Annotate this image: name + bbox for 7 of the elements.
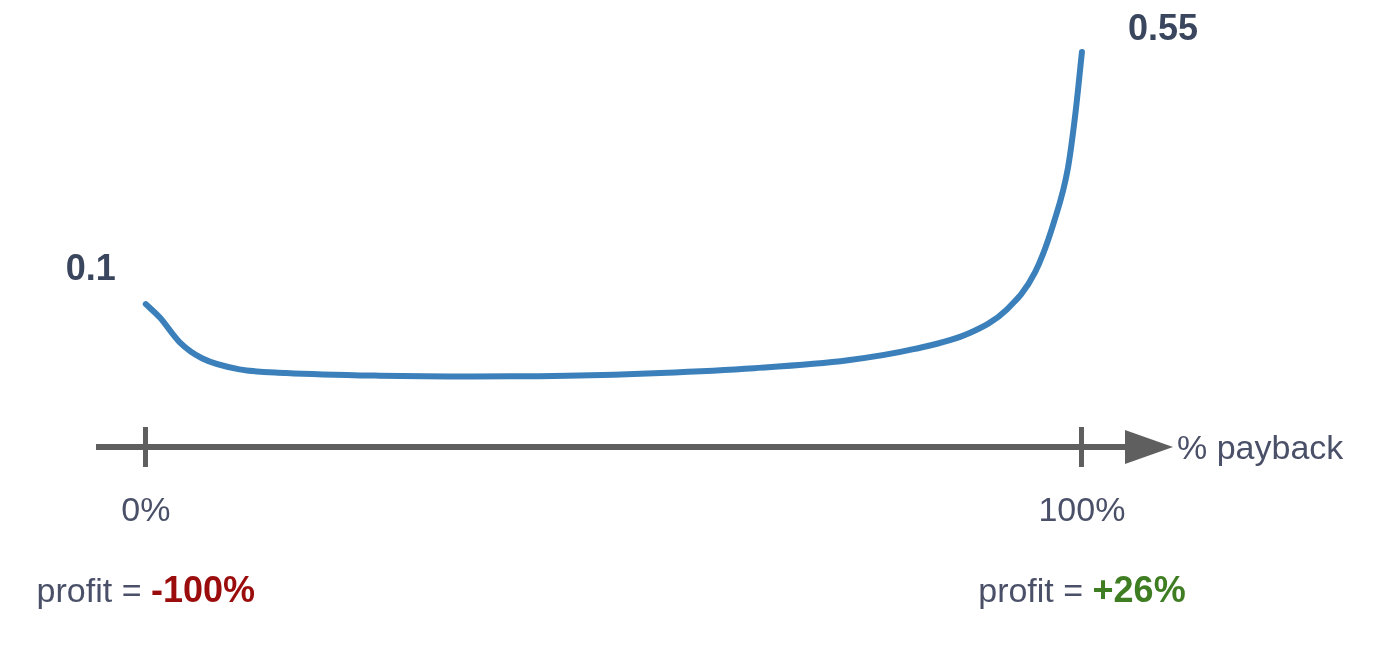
annotation: 0.1: [65, 247, 116, 289]
text: profit = +26%: [978, 569, 1186, 611]
x-axis-title: % payback: [1177, 427, 1345, 466]
x-tick-label: 0%: [121, 489, 171, 528]
text: 0.55: [1127, 6, 1199, 48]
text: profit = -100%: [36, 569, 256, 611]
x-tick-label: 100%: [1038, 489, 1126, 528]
